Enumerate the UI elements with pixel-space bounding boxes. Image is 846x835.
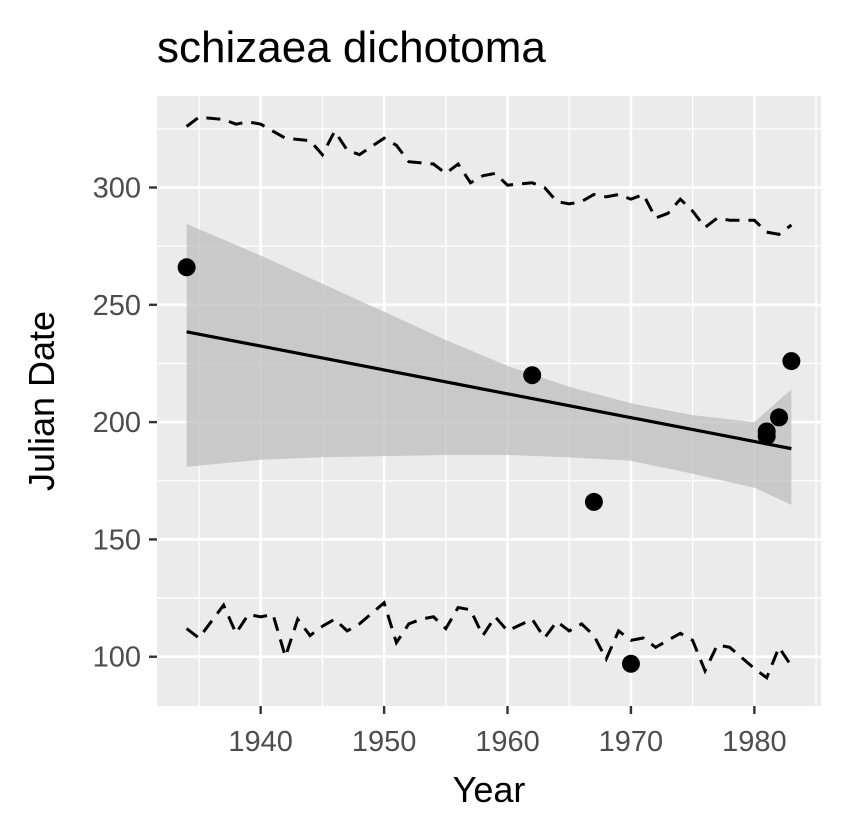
data-point — [757, 422, 776, 441]
data-point — [584, 492, 603, 511]
trend-line — [186, 330, 792, 451]
y-tick-label: 300 — [93, 173, 141, 205]
y-tick-label: 100 — [93, 642, 141, 674]
confidence-band — [186, 223, 792, 505]
x-tick-label: 1970 — [599, 726, 664, 758]
data-point — [782, 352, 801, 371]
x-tick-label: 1980 — [722, 726, 787, 758]
y-axis-title: Julian Date — [21, 311, 62, 491]
data-point — [177, 258, 196, 277]
data-point — [770, 408, 789, 427]
x-axis-title: Year — [453, 769, 526, 810]
x-tick-label: 1940 — [228, 726, 293, 758]
data-points — [177, 258, 801, 673]
y-tick-label: 150 — [93, 524, 141, 556]
y-tick-label: 200 — [93, 407, 141, 439]
x-tick-label: 1950 — [352, 726, 417, 758]
chart-title: schizaea dichotoma — [157, 23, 546, 72]
data-point — [621, 654, 640, 673]
data-point — [523, 366, 542, 385]
y-tick-label: 250 — [93, 290, 141, 322]
lower-dashed-line — [185, 600, 793, 681]
x-axis: 1940 1950 1960 1970 1980 — [228, 706, 787, 758]
x-tick-label: 1960 — [475, 726, 540, 758]
upper-dashed-line — [185, 115, 793, 236]
y-axis: 100 150 200 250 300 — [93, 173, 157, 674]
